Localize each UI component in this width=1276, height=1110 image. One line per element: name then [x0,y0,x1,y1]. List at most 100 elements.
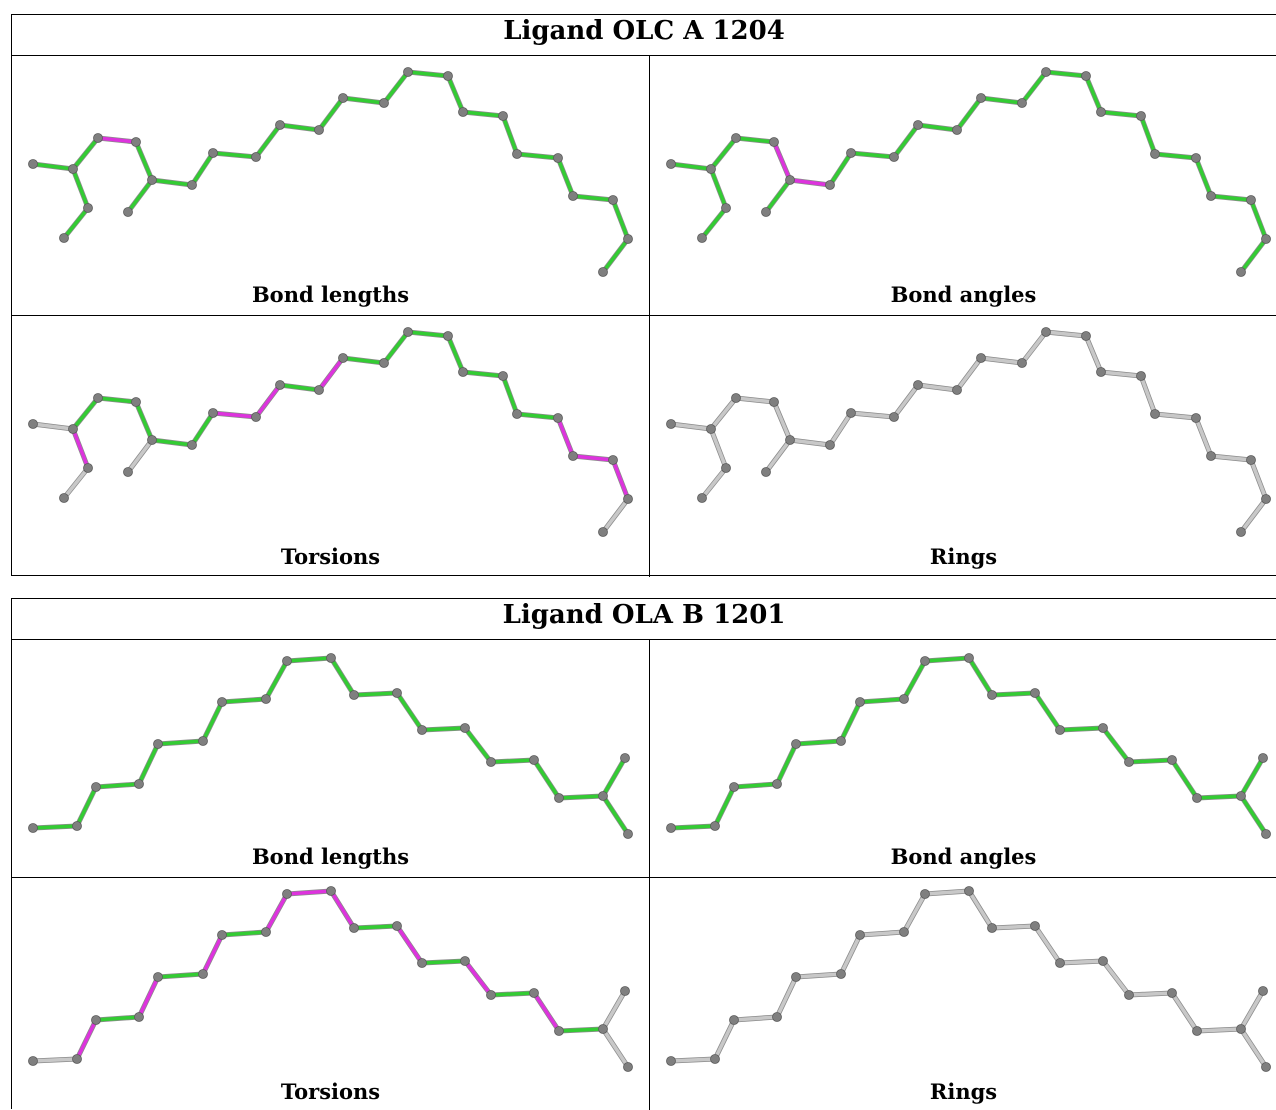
bond [156,972,205,979]
atom [825,180,835,190]
atom [458,107,468,117]
panel-bond-angles: Bond angles [650,640,1276,877]
atom [72,821,82,831]
atom [666,823,676,833]
atom [623,1062,633,1072]
bond [31,422,75,431]
panel-rings: Rings [650,316,1276,577]
bond [134,140,154,182]
panel-caption: Torsions [280,544,381,569]
atom [1206,451,1216,461]
molecule-view [666,886,1271,1072]
bond [734,396,776,404]
bond [1239,756,1265,798]
atom [153,739,163,749]
bond [62,466,90,500]
bond [463,959,493,997]
atom [1098,956,1108,966]
bond [446,334,465,374]
ligand-block-ola: Ligand OLA B 1201 Bond lengths Bond angl… [11,598,1276,1110]
bond [96,136,138,144]
atom [608,455,618,465]
atom [666,419,676,429]
bond [94,782,141,789]
atom [729,1015,739,1025]
bond [1209,194,1253,202]
bond [317,356,345,392]
atom [1206,191,1216,201]
atom [326,886,336,896]
atom [460,723,470,733]
bond [1194,416,1213,458]
atom [217,697,227,707]
molecule-view [28,327,633,537]
atom [153,972,163,982]
bond [892,123,920,159]
atom [1261,494,1271,504]
bond [713,785,736,828]
bond [955,356,983,392]
atom [93,393,103,403]
bond [828,151,853,187]
bond [1101,726,1131,764]
bond [515,412,560,420]
bond [955,96,983,132]
bond [967,656,994,697]
bond [601,237,630,274]
bond [94,1015,141,1022]
panel-rings: Rings [650,878,1276,1110]
atom [68,164,78,174]
bond [254,123,282,159]
atom [1236,527,1246,537]
bond [501,374,519,416]
bond [916,123,959,132]
bond [137,742,160,786]
bond [1044,330,1088,338]
atom [731,393,741,403]
atom [326,653,336,663]
atom [769,137,779,147]
atom [987,923,997,933]
bond [828,411,853,447]
panel-bond-lengths: Bond lengths [12,640,649,877]
atom [28,823,38,833]
bond [764,438,792,474]
atom [486,757,496,767]
bond [1058,959,1105,965]
bond [788,438,832,447]
bond [601,756,627,798]
bond [1020,70,1048,105]
bond [254,383,282,419]
bond [220,697,268,704]
bond [1239,1027,1268,1069]
bond [461,370,505,378]
bond [1170,991,1199,1033]
bond [406,70,450,78]
atom [623,829,633,839]
bond [775,975,798,1019]
bond [772,140,792,182]
bond [31,162,75,171]
atom [443,331,453,341]
atom [1191,153,1201,163]
bond [126,438,154,474]
atom [553,153,563,163]
bond [709,427,728,470]
bond [1153,152,1198,160]
atom [123,207,133,217]
bond [557,794,605,800]
atom [349,690,359,700]
bond [734,136,776,144]
bond [1058,726,1105,732]
bond [1099,370,1143,378]
atom [987,690,997,700]
bond [556,156,575,198]
bond [1239,989,1265,1031]
panel-divider [12,315,1276,316]
bond [700,206,728,240]
atom [1246,455,1256,465]
bond [1084,334,1103,374]
atom [553,413,563,423]
atom [443,71,453,81]
bond [285,889,333,896]
